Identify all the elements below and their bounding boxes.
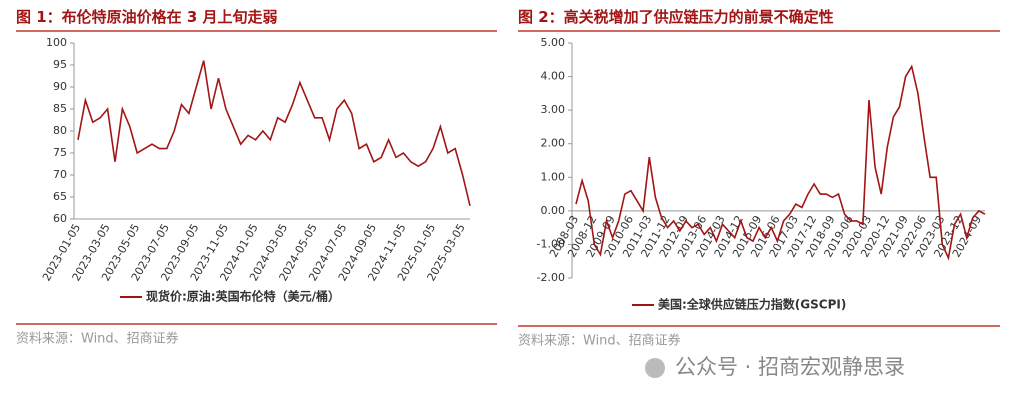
y-tick-label: 60 bbox=[53, 212, 67, 225]
legend-label: 现货价:原油:英国布伦特（美元/桶） bbox=[146, 289, 340, 304]
y-tick-label: 85 bbox=[53, 102, 67, 115]
source: 资料来源：Wind、招商证券 bbox=[16, 331, 179, 347]
watermark-icon bbox=[645, 358, 665, 378]
chart-title: 图 1：布伦特原油价格在 3 月上旬走弱 bbox=[16, 8, 278, 26]
y-tick-label: -1.00 bbox=[537, 237, 565, 250]
series-line bbox=[77, 60, 471, 206]
y-tick-label: 4.00 bbox=[541, 70, 566, 83]
y-tick-label: 2.00 bbox=[541, 137, 566, 150]
y-tick-label: 80 bbox=[53, 124, 67, 137]
chart-title: 图 2：高关税增加了供应链压力的前景不确定性 bbox=[518, 8, 834, 26]
y-tick-label: 0.00 bbox=[541, 204, 566, 217]
series-line bbox=[575, 64, 986, 261]
y-tick-label: 3.00 bbox=[541, 103, 566, 116]
y-tick-label: -2.00 bbox=[537, 271, 565, 284]
y-tick-label: 100 bbox=[46, 36, 67, 49]
y-tick-label: 95 bbox=[53, 58, 67, 71]
y-tick-label: 5.00 bbox=[541, 36, 566, 49]
legend-label: 美国:全球供应链压力指数(GSCPI) bbox=[658, 297, 846, 312]
source: 资料来源：Wind、招商证券 bbox=[518, 333, 681, 349]
y-tick-label: 1.00 bbox=[541, 170, 566, 183]
watermark: 公众号 · 招商宏观静思录 bbox=[675, 355, 905, 379]
y-tick-label: 65 bbox=[53, 190, 67, 203]
y-tick-label: 70 bbox=[53, 168, 67, 181]
y-tick-label: 90 bbox=[53, 80, 67, 93]
y-tick-label: 75 bbox=[53, 146, 67, 159]
